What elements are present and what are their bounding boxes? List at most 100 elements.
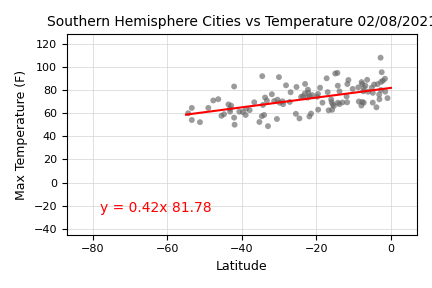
Point: [227, 109, 234, 114]
Point: [360, 86, 367, 90]
Title: Southern Hemisphere Cities vs Temperature 02/08/2021: Southern Hemisphere Cities vs Temperatur…: [47, 15, 432, 29]
Point: [329, 107, 336, 112]
Point: [225, 102, 232, 107]
Point: [264, 124, 271, 128]
Point: [292, 111, 299, 116]
Point: [325, 108, 332, 113]
Point: [296, 116, 303, 121]
Point: [276, 75, 283, 79]
Point: [280, 102, 286, 107]
Point: [323, 76, 330, 81]
Point: [314, 107, 321, 112]
Point: [365, 90, 372, 94]
Point: [259, 74, 266, 78]
Point: [308, 111, 314, 116]
Point: [344, 100, 351, 105]
Point: [358, 103, 365, 108]
Point: [327, 97, 334, 102]
Point: [185, 111, 192, 115]
Point: [364, 77, 371, 82]
Point: [344, 82, 351, 86]
Point: [334, 84, 341, 88]
Point: [359, 82, 365, 86]
Point: [306, 94, 313, 98]
Point: [260, 103, 267, 107]
Point: [305, 87, 311, 92]
Point: [373, 105, 380, 110]
Point: [236, 109, 243, 114]
Point: [242, 113, 249, 117]
Point: [231, 122, 238, 127]
Point: [239, 110, 246, 114]
Point: [299, 94, 306, 99]
Point: [330, 104, 337, 108]
Point: [360, 101, 367, 105]
Point: [243, 106, 250, 111]
Y-axis label: Max Temperature (F): Max Temperature (F): [15, 69, 28, 200]
Point: [384, 96, 391, 101]
Point: [324, 90, 331, 94]
Point: [336, 102, 343, 106]
Point: [298, 95, 305, 99]
Point: [226, 107, 233, 111]
Point: [256, 120, 263, 124]
Point: [332, 71, 339, 76]
Point: [301, 91, 308, 96]
Point: [378, 79, 384, 84]
Point: [283, 83, 289, 88]
Point: [260, 113, 267, 117]
Point: [329, 102, 336, 107]
Point: [274, 97, 281, 102]
Point: [377, 55, 384, 60]
Point: [355, 85, 362, 90]
Point: [368, 85, 375, 90]
Point: [309, 93, 316, 97]
Point: [228, 103, 235, 108]
Point: [314, 92, 321, 96]
Point: [221, 112, 228, 117]
Point: [376, 97, 383, 102]
Point: [339, 100, 346, 105]
Point: [287, 90, 294, 94]
Point: [273, 117, 280, 121]
Point: [271, 99, 278, 103]
Point: [336, 89, 343, 94]
Point: [362, 84, 369, 88]
Point: [334, 71, 341, 75]
Point: [317, 86, 324, 90]
Point: [306, 114, 313, 119]
Point: [262, 95, 269, 100]
Point: [334, 101, 341, 105]
Point: [349, 87, 356, 91]
Point: [345, 78, 352, 82]
Point: [231, 115, 238, 120]
Point: [276, 101, 283, 105]
Point: [251, 100, 258, 105]
Point: [369, 100, 376, 105]
Point: [205, 106, 212, 110]
Point: [376, 92, 383, 97]
Point: [264, 98, 270, 103]
Point: [378, 70, 385, 75]
Point: [374, 82, 381, 86]
Point: [319, 100, 326, 105]
Point: [379, 78, 386, 83]
Point: [371, 82, 378, 87]
Point: [246, 108, 253, 112]
Point: [210, 98, 217, 103]
Point: [268, 92, 275, 96]
Point: [188, 106, 195, 110]
Point: [302, 82, 308, 86]
Point: [188, 118, 195, 122]
Point: [279, 99, 286, 104]
Point: [358, 80, 365, 84]
Text: y = 0.42x 81.78: y = 0.42x 81.78: [100, 200, 212, 215]
Point: [314, 94, 321, 99]
Point: [343, 94, 350, 99]
Point: [328, 100, 335, 105]
Point: [356, 99, 362, 104]
Point: [382, 89, 389, 94]
Point: [215, 97, 222, 101]
Point: [360, 89, 367, 94]
Point: [197, 120, 203, 124]
